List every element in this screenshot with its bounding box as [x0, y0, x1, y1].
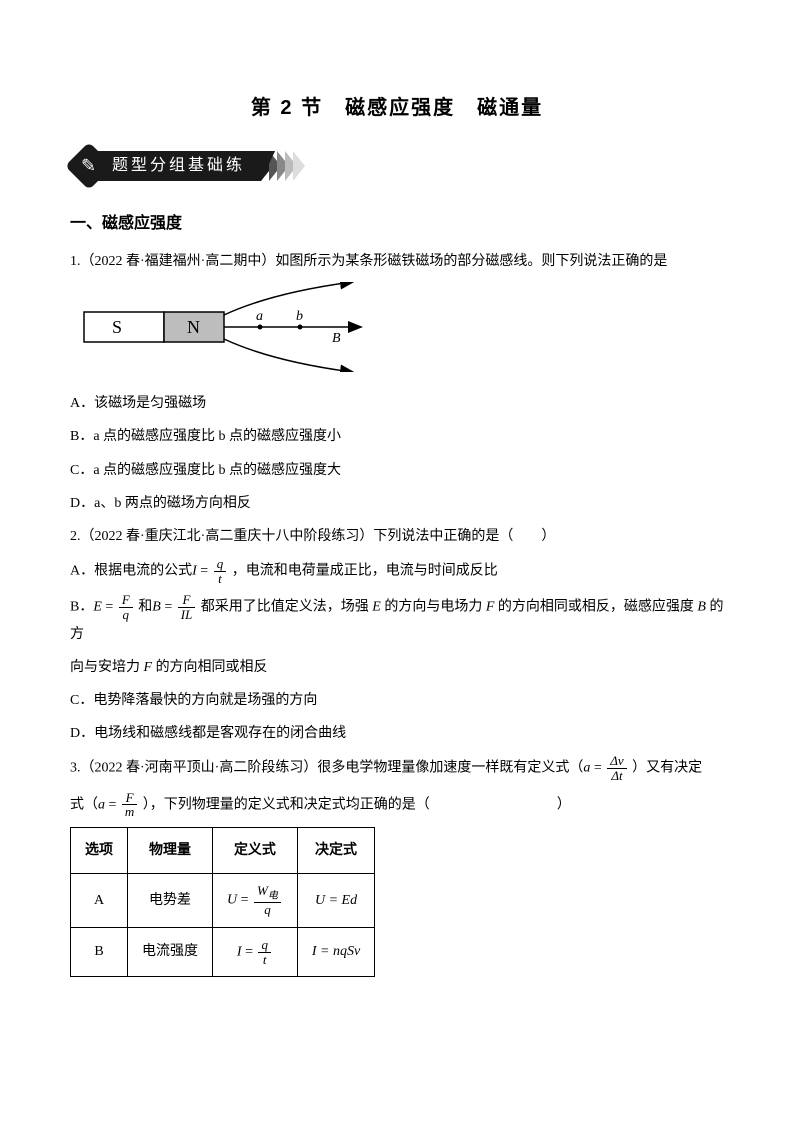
q2-opt-d: D．电场线和磁感线都是客观存在的闭合曲线 — [70, 721, 724, 746]
q2-opt-c: C．电势降落最快的方向就是场强的方向 — [70, 688, 724, 713]
cell-def: I = q t — [213, 927, 298, 976]
q1-stem: 1.（2022 春·福建福州·高二期中）如图所示为某条形磁铁磁场的部分磁感线。则… — [70, 249, 724, 274]
cell-def: U = W电 q — [213, 874, 298, 928]
th-opt: 选项 — [71, 827, 128, 873]
cell-det: U = Ed — [297, 874, 374, 928]
q3-table: 选项 物理量 定义式 决定式 A 电势差 U = W电 q U = Ed B 电… — [70, 827, 375, 977]
cell-opt: B — [71, 927, 128, 976]
svg-text:b: b — [296, 309, 303, 324]
q3-stem-line1: 3.（2022 春·河南平顶山·高二阶段练习）很多电学物理量像加速度一样既有定义… — [70, 754, 724, 782]
q1-opt-b: B．a 点的磁感应强度比 b 点的磁感应强度小 — [70, 424, 724, 449]
section-heading: 一、磁感应强度 — [70, 210, 724, 239]
banner-icon: ✎ — [65, 142, 113, 190]
q1-opt-c: C．a 点的磁感应强度比 b 点的磁感应强度大 — [70, 458, 724, 483]
q2-opt-b: B．E = Fq 和B = FIL 都采用了比值定义法，场强 E 的方向与电场力… — [70, 593, 724, 646]
th-qty: 物理量 — [128, 827, 213, 873]
cell-name: 电流强度 — [128, 927, 213, 976]
q1-opt-a: A．该磁场是匀强磁场 — [70, 391, 724, 416]
th-def: 定义式 — [213, 827, 298, 873]
page-title: 第 2 节 磁感应强度 磁通量 — [70, 90, 724, 126]
table-row: B 电流强度 I = q t I = nqSv — [71, 927, 375, 976]
svg-text:S: S — [112, 317, 122, 337]
q2-opt-a: A．根据电流的公式I = qt ，电流和电荷量成正比，电流与时间成反比 — [70, 557, 724, 585]
table-header-row: 选项 物理量 定义式 决定式 — [71, 827, 375, 873]
cell-name: 电势差 — [128, 874, 213, 928]
q1-opt-d: D．a、b 两点的磁场方向相反 — [70, 491, 724, 516]
svg-text:B: B — [332, 331, 341, 346]
q2-opt-b-line2: 向与安培力 F 的方向相同或相反 — [70, 655, 724, 680]
th-det: 决定式 — [297, 827, 374, 873]
svg-text:N: N — [187, 317, 200, 337]
magnet-diagram: S N a b B — [82, 282, 724, 381]
cell-det: I = nqSv — [297, 927, 374, 976]
practice-banner: ✎ 题型分组基础练 — [70, 148, 724, 184]
banner-text: 题型分组基础练 — [94, 151, 275, 181]
svg-text:a: a — [256, 309, 263, 324]
q2-stem: 2.（2022 春·重庆江北·高二重庆十八中阶段练习）下列说法中正确的是（ ） — [70, 524, 724, 549]
cell-opt: A — [71, 874, 128, 928]
table-row: A 电势差 U = W电 q U = Ed — [71, 874, 375, 928]
q3-stem-line2: 式（a = Fm ），下列物理量的定义式和决定式均正确的是（ ） — [70, 791, 724, 819]
